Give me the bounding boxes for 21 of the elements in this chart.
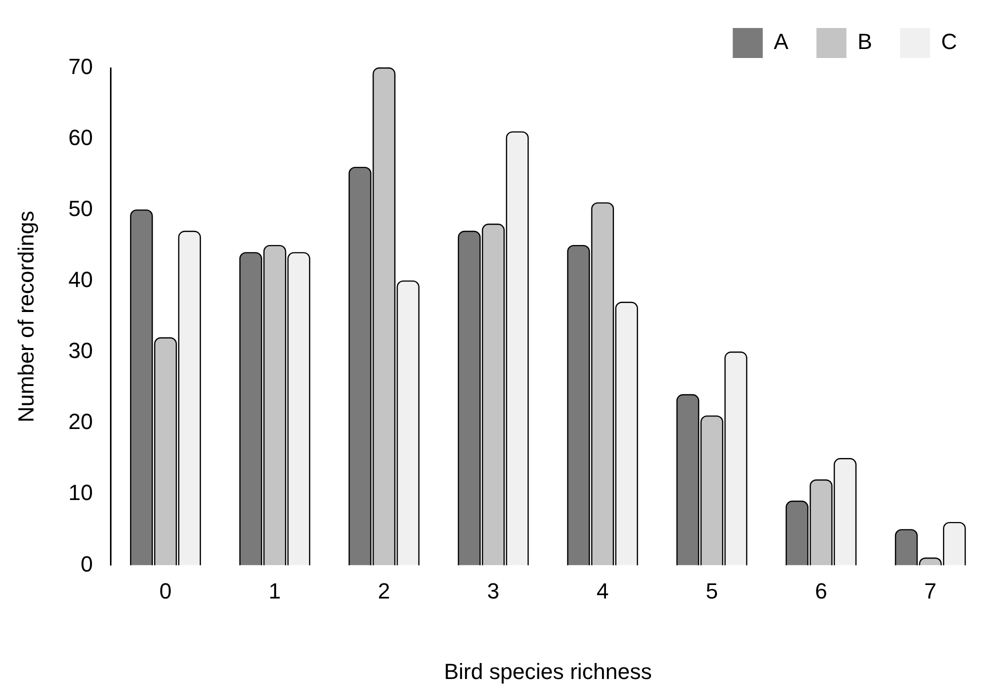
y-tick-label: 40	[68, 267, 93, 292]
y-tick-label: 50	[68, 196, 93, 222]
y-tick-label: 70	[68, 54, 93, 80]
legend-label: B	[857, 29, 872, 54]
y-tick-label: 30	[68, 338, 93, 364]
y-tick-label: 10	[68, 480, 93, 506]
y-tick-label: 60	[68, 125, 93, 150]
y-axis-title: Number of recordings	[13, 210, 38, 422]
y-tick-label: 20	[68, 409, 93, 434]
x-tick-label: 1	[268, 578, 281, 604]
x-axis-title: Bird species richness	[444, 658, 652, 684]
x-tick-label: 5	[706, 578, 718, 604]
x-tick-label: 6	[814, 578, 828, 604]
x-tick-label: 4	[596, 578, 609, 604]
legend-label: C	[941, 29, 958, 54]
y-tick-label: 0	[80, 551, 93, 576]
x-tick-label: 7	[924, 578, 936, 604]
x-tick-label: 3	[487, 578, 500, 604]
x-tick-label: 0	[159, 578, 172, 604]
x-tick-label: 2	[378, 578, 390, 604]
legend-label: A	[774, 29, 789, 54]
